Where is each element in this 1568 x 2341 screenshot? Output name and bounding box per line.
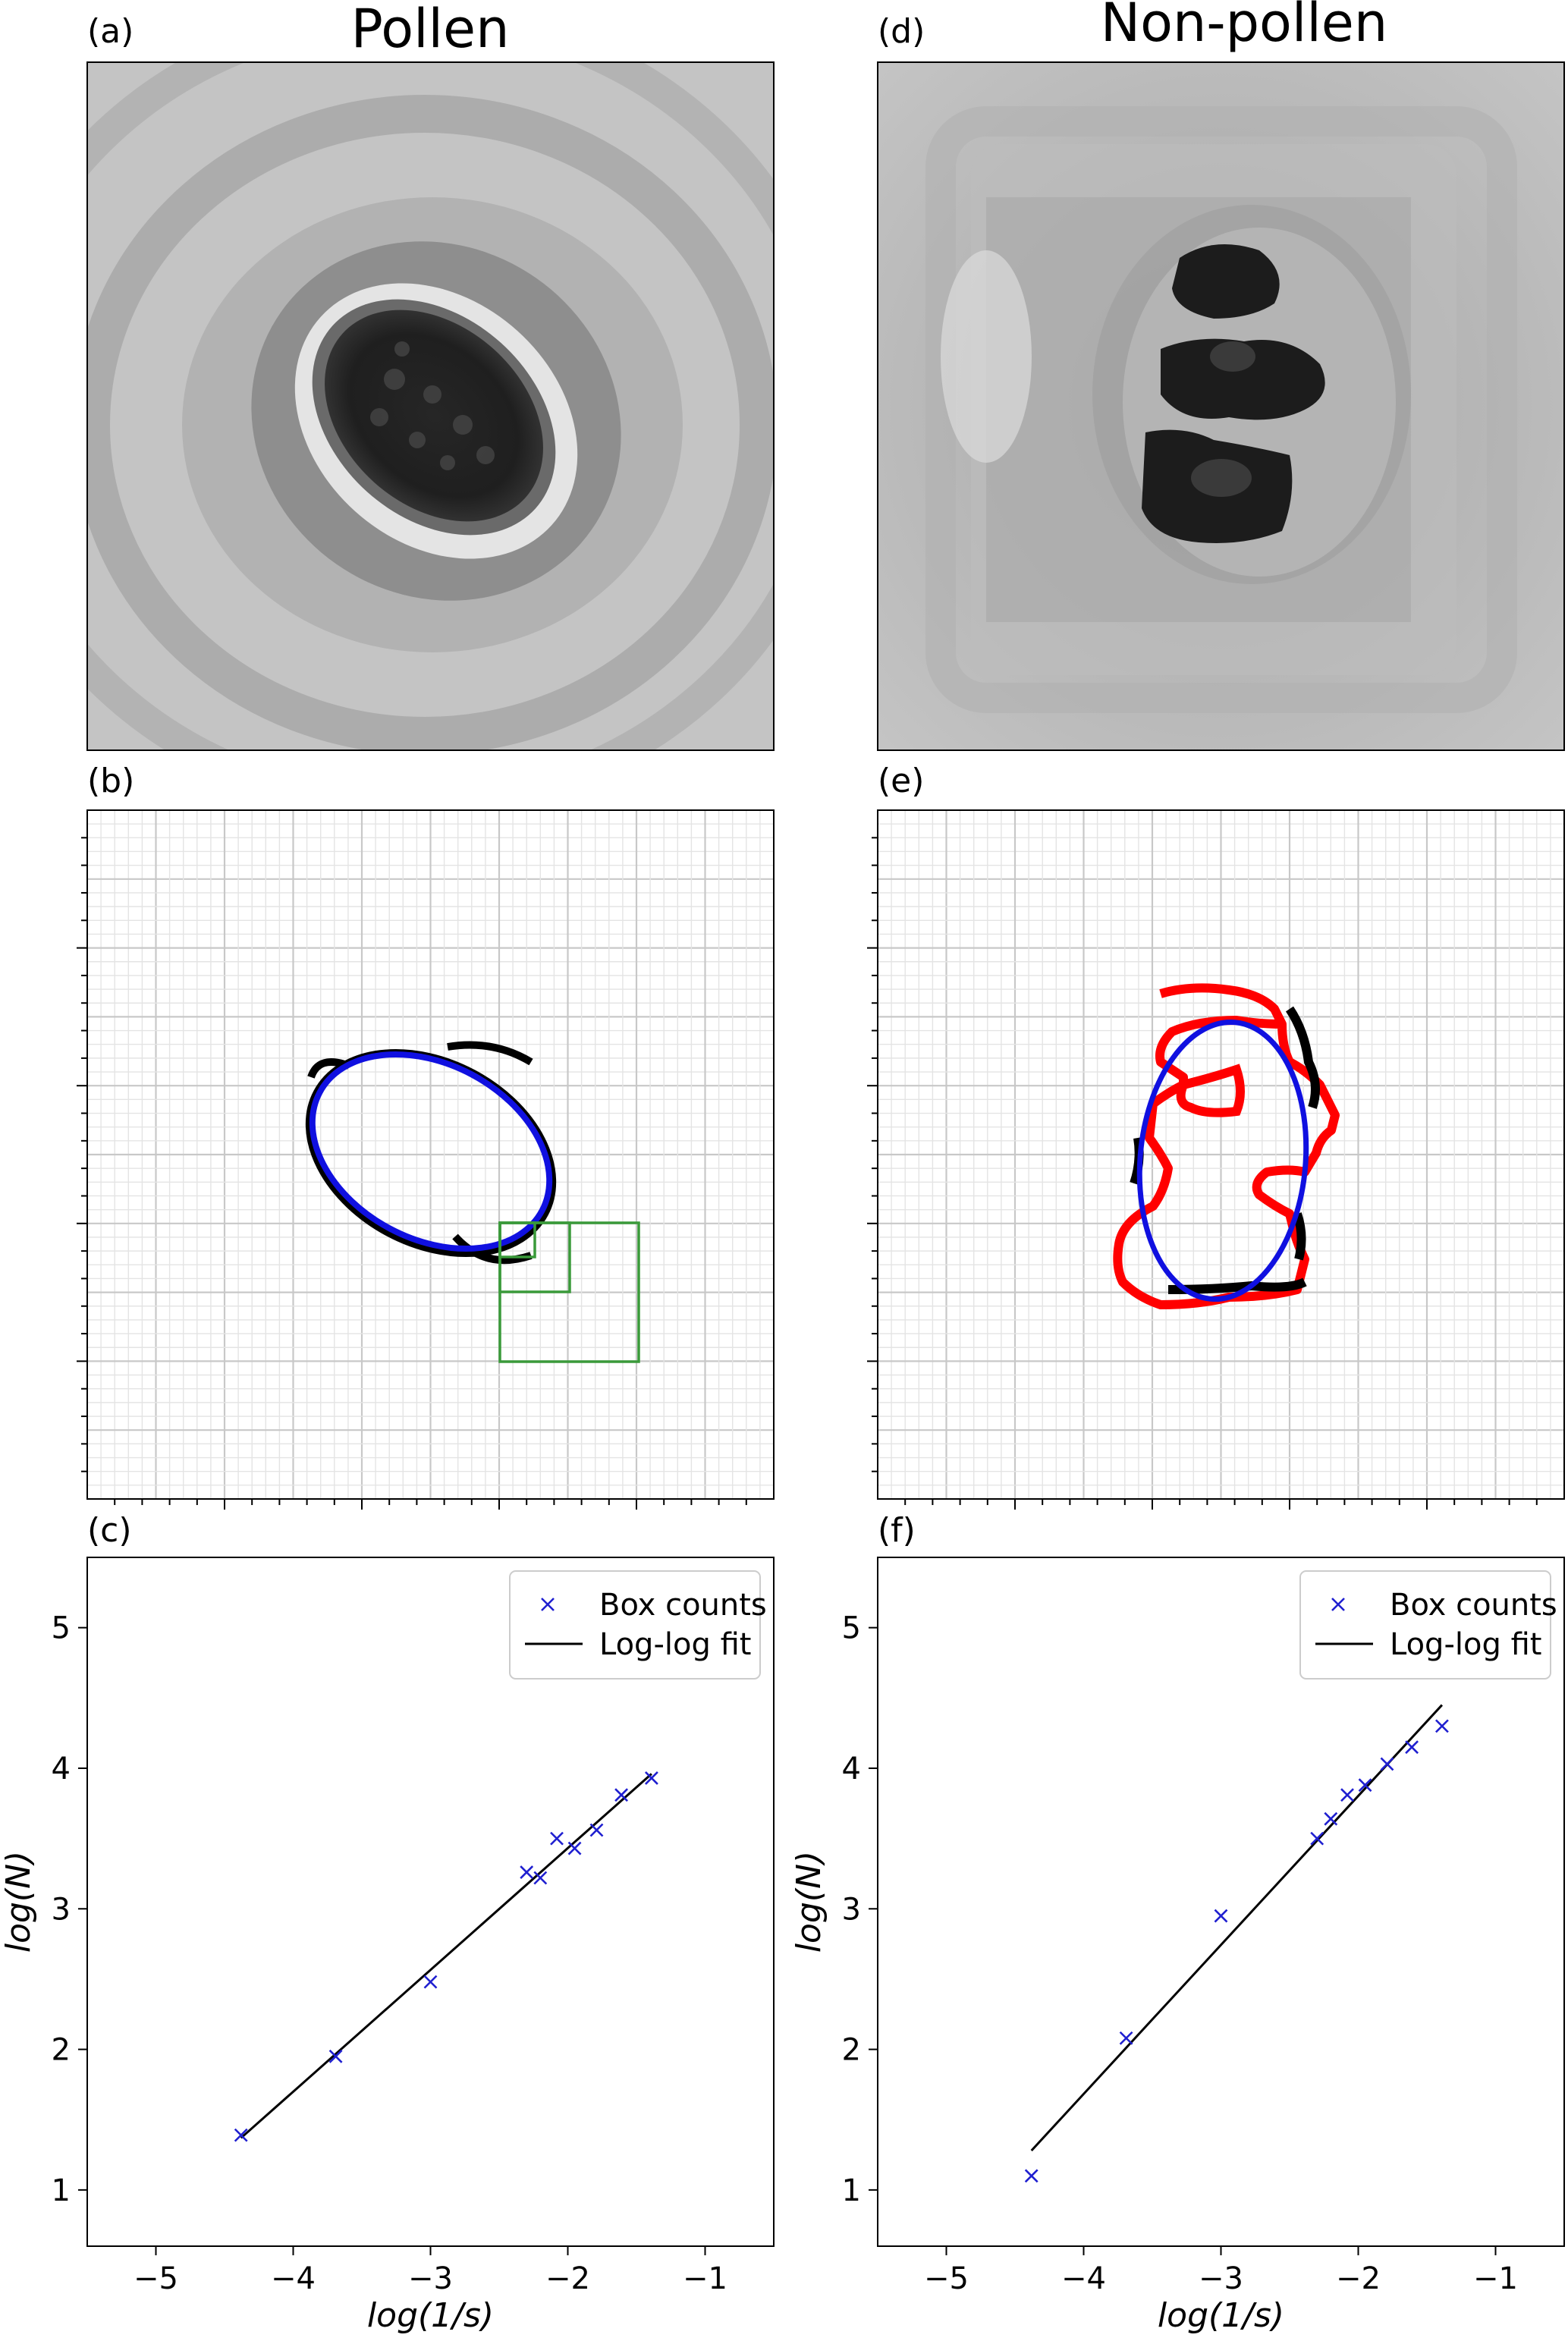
chart-f-xtick-label: −3 [1199, 2261, 1243, 2296]
panel-e-frame [877, 809, 1565, 1500]
panel-d-tag: (d) [878, 12, 925, 51]
chart-c-box-count-point [520, 1865, 534, 1880]
chart-c-xlabel: log(1/s) [367, 2296, 494, 2335]
chart-f: −5 −4 −3 −2 −1 1 2 3 4 5 log(1/s) log(N) Box counts L… [790, 1557, 1565, 2335]
box-count-boxes [498, 1221, 640, 1363]
chart-f-box-count-point [1024, 2169, 1039, 2183]
chart-f-xtick-label: −4 [1061, 2261, 1106, 2296]
pollen-micrograph [87, 62, 774, 750]
chart-c-xtick-label: −5 [134, 2261, 178, 2296]
chart-c-ytick-label: 5 [52, 1611, 71, 1646]
panel-b-tag: (b) [87, 762, 134, 800]
chart-c-ytick-label: 1 [52, 2173, 71, 2208]
chart-c-xtick-label: −2 [545, 2261, 590, 2296]
chart-f-legend-label: Log-log fit [1390, 1627, 1541, 1662]
chart-f-box-count-point [1434, 1719, 1449, 1733]
chart-c-legend-box [509, 1570, 761, 1680]
non-pollen-micrograph [878, 62, 1564, 750]
pollen-fitted-ellipse [309, 1051, 553, 1252]
chart-f-ytick-label: 5 [842, 1611, 861, 1646]
chart-c-frame [86, 1557, 775, 2247]
panel-c-tag: (c) [87, 1511, 132, 1550]
chart-f-ytick-label: 4 [842, 1752, 861, 1786]
panel-e-grid [867, 810, 1564, 1510]
chart-c-legend-marker [541, 1598, 555, 1611]
non-pollen-fitted-ellipse [1136, 1019, 1309, 1302]
box-large [498, 1221, 640, 1363]
chart-f-box-count-point [1405, 1740, 1419, 1755]
chart-f-xtick-label: −2 [1336, 2261, 1381, 2296]
chart-f-legend-label: Box counts [1390, 1588, 1557, 1623]
chart-c-ytick-label: 4 [52, 1752, 71, 1786]
chart-f-box-count-point [1358, 1778, 1372, 1793]
chart-f-box-count-point [1310, 1831, 1324, 1846]
chart-c-ytick-label: 3 [52, 1892, 71, 1927]
chart-c-box-count-point [614, 1788, 629, 1802]
panel-b-grid [77, 810, 774, 1510]
chart-f-ylabel: log(N) [790, 1851, 828, 1953]
chart-c-box-count-point [423, 1975, 438, 1989]
chart-c-legend-label: Box counts [599, 1588, 767, 1623]
chart-c-legend: Box counts Log-log fit [509, 1570, 767, 1680]
non-pollen-contour [1113, 983, 1340, 1309]
panel-a-title: Pollen [351, 0, 510, 60]
chart-c-box-count-point [644, 1771, 658, 1785]
chart-f-ytick-label: 3 [842, 1892, 861, 1927]
chart-c-xtick-label: −1 [683, 2261, 727, 2296]
chart-c-box-count-point [328, 2049, 343, 2063]
chart-c-xtick-label: −4 [271, 2261, 316, 2296]
panel-f-tag: (f) [878, 1511, 916, 1550]
chart-f-box-count-point [1380, 1757, 1394, 1771]
chart-f-box-count-point [1214, 1909, 1228, 1923]
chart-f-xtick-label: −1 [1473, 2261, 1518, 2296]
chart-f-xtick-label: −5 [924, 2261, 969, 2296]
panel-e-tag: (e) [878, 762, 924, 800]
chart-f-box-count-point [1340, 1788, 1354, 1802]
panel-a-tag: (a) [87, 12, 134, 51]
chart-c: −5 −4 −3 −2 −1 1 2 3 4 5 log(1/s) log(N) Box counts L… [0, 1557, 775, 2335]
chart-f-ytick-label: 2 [842, 2033, 861, 2068]
panel-d-frame [877, 61, 1565, 751]
chart-c-box-count-point [567, 1841, 582, 1856]
chart-c-fit-line [240, 1773, 652, 2139]
chart-c-box-count-point [550, 1831, 564, 1846]
panel-b-frame [86, 809, 775, 1500]
panel-a-frame [86, 61, 775, 751]
chart-f-box-count-point [1324, 1812, 1338, 1826]
chart-f-frame [877, 1557, 1565, 2247]
chart-c-xtick-label: −3 [408, 2261, 453, 2296]
chart-f-box-count-point [1119, 2031, 1133, 2045]
panel-d-title: Non-pollen [1101, 0, 1387, 54]
chart-c-box-count-point [234, 2128, 248, 2142]
chart-f-legend-box [1299, 1570, 1551, 1680]
chart-c-legend-label: Log-log fit [599, 1627, 751, 1662]
chart-f-ytick-label: 1 [842, 2173, 861, 2208]
chart-c-ylabel: log(N) [0, 1851, 38, 1953]
chart-c-box-count-point [589, 1823, 604, 1837]
chart-c-ytick-label: 2 [52, 2033, 71, 2068]
chart-c-box-count-point [533, 1871, 548, 1885]
non-pollen-boundary-excess [1113, 983, 1340, 1309]
chart-f-legend-marker [1331, 1598, 1345, 1611]
chart-f-fit-line [1030, 1704, 1444, 2152]
chart-f-xlabel: log(1/s) [1158, 2296, 1284, 2335]
chart-f-legend: Box counts Log-log fit [1299, 1570, 1557, 1680]
